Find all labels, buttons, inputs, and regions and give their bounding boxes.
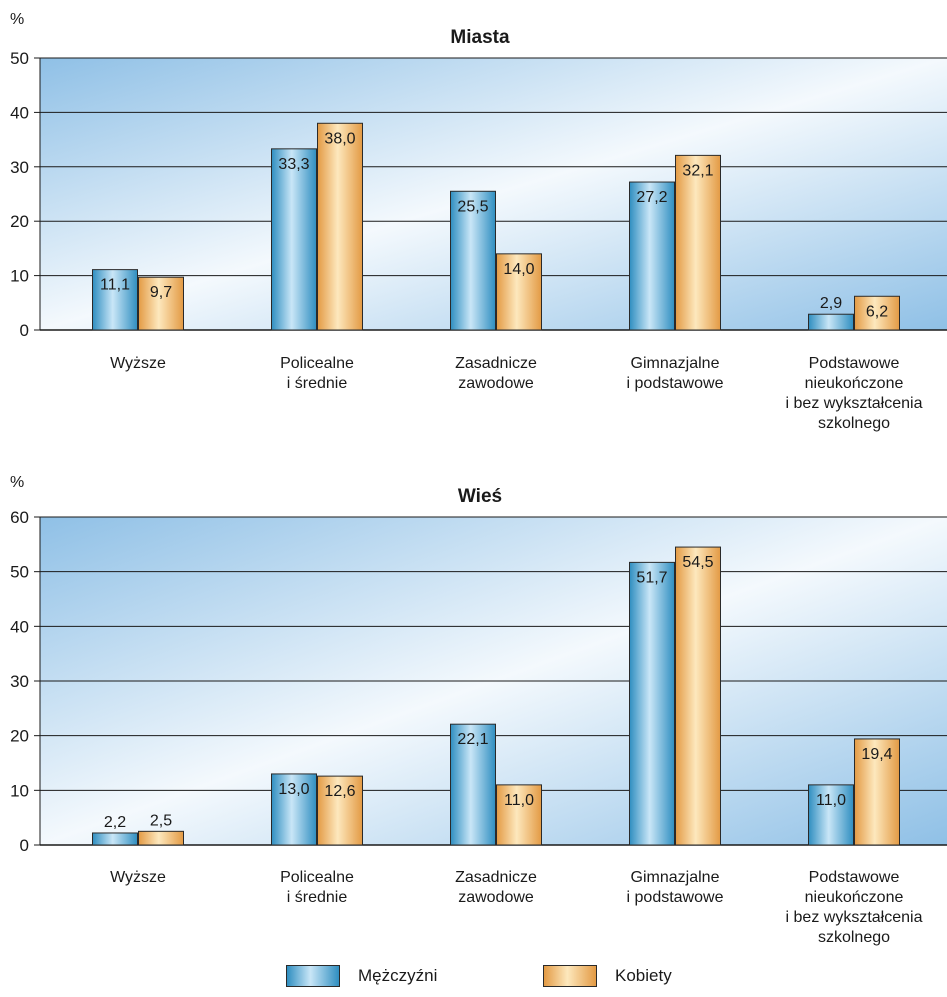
bar-women [138, 276, 184, 331]
bar-value-label: 11,1 [100, 277, 130, 294]
category-label-line: i podstawowe [627, 889, 724, 906]
category-label-line: Gimnazjalne [631, 869, 720, 886]
bar-men [629, 181, 675, 331]
category-label-line: nieukończone [805, 889, 904, 906]
category-label: Wyższe [110, 355, 166, 372]
category-label-line: szkolnego [818, 415, 890, 432]
category-label: Gimnazjalne i podstawowe [627, 869, 724, 906]
legend-item-men: Mężczyźni [286, 962, 437, 990]
y-tick-label: 30 [10, 158, 29, 177]
bar-value-label: 51,7 [636, 569, 667, 586]
bar-women [496, 253, 542, 331]
bar-value-label: 9,7 [150, 284, 172, 301]
y-tick-label: 30 [10, 672, 29, 691]
bar-women [138, 830, 184, 846]
y-tick-label: 60 [10, 508, 29, 527]
category-label-line: Wyższe [110, 355, 166, 372]
bar-value-label: 6,2 [866, 303, 888, 320]
category-label-line: nieukończone [805, 375, 904, 392]
category-label-line: Zasadnicze [455, 355, 537, 372]
category-label-line: Zasadnicze [455, 869, 537, 886]
category-label: Gimnazjalne i podstawowe [627, 355, 724, 392]
category-label: Podstawowe nieukończone i bez wykształceni… [786, 355, 923, 432]
bar-value-label: 2,9 [820, 295, 842, 312]
chart-title: Wieś [458, 486, 502, 507]
y-tick-label: 10 [10, 267, 29, 286]
bar-men [808, 784, 854, 846]
y-tick-label: 20 [10, 727, 29, 746]
category-label-line: i podstawowe [627, 375, 724, 392]
bar-value-label: 11,0 [816, 792, 846, 809]
category-label-line: i bez wykształcenia [786, 909, 923, 926]
bar-value-label: 12,6 [324, 783, 355, 800]
bar-men [808, 313, 854, 331]
chart-wies: 0 10 20 30 40 50 60% Wieś 2,2 2,5 Wyższe 13,0 12,6 Po… [10, 474, 947, 946]
bar-women [675, 546, 721, 846]
category-label: Podstawowe nieukończone i bez wykształceni… [786, 869, 923, 946]
bar-value-label: 38,0 [324, 130, 355, 147]
y-tick-label: 0 [20, 836, 29, 855]
y-axis-unit-label: % [10, 11, 24, 28]
y-tick-label: 0 [20, 321, 29, 340]
bar-women [854, 738, 900, 846]
category-label-line: Policealne [280, 355, 354, 372]
category-label-line: szkolnego [818, 929, 890, 946]
bar-men [92, 269, 138, 331]
category-label-line: i bez wykształcenia [786, 395, 923, 412]
category-label: Policealne i średnie [280, 869, 354, 906]
chart-miasta: 0 10 20 30 40 50% Miasta 11,1 9,7 Wyższe 33,3 38,0 P… [10, 11, 947, 432]
bar-men [450, 190, 496, 331]
bar-value-label: 2,5 [150, 812, 172, 829]
category-label: Wyższe [110, 869, 166, 886]
legend-swatch-women [543, 965, 597, 987]
bar-men [92, 832, 138, 846]
y-tick-label: 40 [10, 103, 29, 122]
y-tick-label: 50 [10, 563, 29, 582]
bar-value-label: 54,5 [682, 554, 713, 571]
category-label: Zasadnicze zawodowe [455, 355, 537, 392]
bar-value-label: 25,5 [457, 198, 488, 215]
bar-men [271, 773, 317, 846]
bar-value-label: 11,0 [504, 792, 534, 809]
legend-swatch-men [286, 965, 340, 987]
bar-value-label: 19,4 [861, 746, 892, 763]
legend-label-men: Mężczyźni [358, 966, 438, 985]
category-label-line: Policealne [280, 869, 354, 886]
chart-title: Miasta [450, 27, 510, 48]
legend-item-women: Kobiety [543, 962, 672, 990]
bar-women [317, 122, 363, 331]
bar-value-label: 32,1 [682, 162, 713, 179]
category-label-line: i średnie [287, 375, 348, 392]
bar-value-label: 22,1 [457, 731, 488, 748]
y-tick-label: 40 [10, 617, 29, 636]
bar-women [854, 295, 900, 331]
category-label-line: i średnie [287, 889, 348, 906]
bar-men [450, 723, 496, 846]
bar-men [271, 148, 317, 331]
bar-women [317, 775, 363, 846]
bar-value-label: 33,3 [278, 156, 309, 173]
category-label-line: zawodowe [458, 889, 534, 906]
legend: Mężczyźni Kobiety [0, 962, 947, 990]
legend-label-women: Kobiety [615, 966, 672, 985]
y-tick-label: 20 [10, 212, 29, 231]
category-label-line: zawodowe [458, 375, 534, 392]
bar-men [629, 561, 675, 846]
y-tick-label: 50 [10, 49, 29, 68]
bar-value-label: 27,2 [636, 189, 667, 206]
bar-value-label: 13,0 [278, 781, 309, 798]
category-label-line: Wyższe [110, 869, 166, 886]
category-label: Policealne i średnie [280, 355, 354, 392]
bar-women [675, 154, 721, 331]
bar-women [496, 784, 542, 846]
category-label-line: Podstawowe [809, 869, 900, 886]
category-label-line: Podstawowe [809, 355, 900, 372]
bar-value-label: 2,2 [104, 814, 126, 831]
category-label-line: Gimnazjalne [631, 355, 720, 372]
bar-value-label: 14,0 [503, 261, 534, 278]
y-axis-unit-label: % [10, 474, 24, 491]
y-tick-label: 10 [10, 781, 29, 800]
category-label: Zasadnicze zawodowe [455, 869, 537, 906]
